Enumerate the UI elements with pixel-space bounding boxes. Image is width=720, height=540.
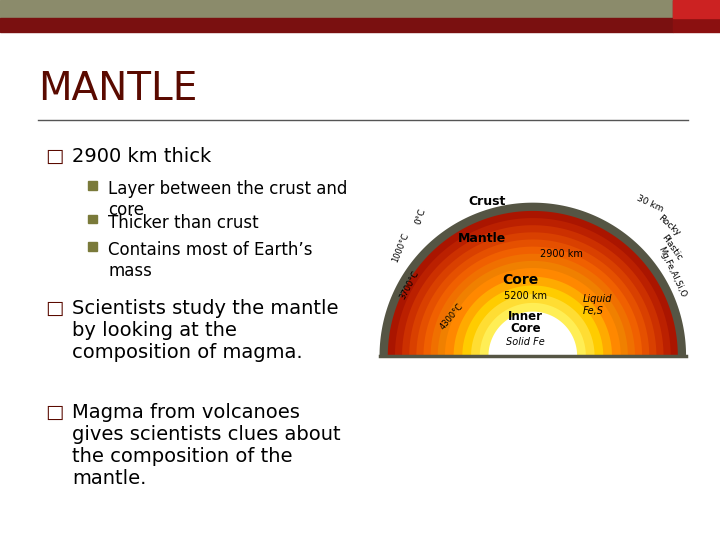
Polygon shape — [379, 202, 686, 356]
Text: Mg,Fe,Al,Si,O: Mg,Fe,Al,Si,O — [656, 245, 688, 299]
Text: 4300°C: 4300°C — [438, 301, 465, 331]
Text: Scientists study the mantle
by looking at the
composition of magma.: Scientists study the mantle by looking a… — [72, 299, 338, 362]
Polygon shape — [454, 276, 612, 356]
Text: Layer between the crust and
core: Layer between the crust and core — [108, 180, 347, 219]
Text: Rocky: Rocky — [656, 213, 682, 238]
Text: Liquid: Liquid — [582, 294, 612, 304]
Text: Core: Core — [503, 273, 539, 287]
Polygon shape — [416, 239, 649, 356]
Text: Plastic: Plastic — [659, 233, 683, 262]
Text: Core: Core — [510, 322, 541, 335]
Text: Solid Fe: Solid Fe — [506, 338, 544, 347]
Polygon shape — [462, 286, 603, 356]
Polygon shape — [471, 294, 595, 356]
Text: Mantle: Mantle — [457, 232, 505, 245]
Polygon shape — [488, 312, 577, 356]
Bar — [88, 181, 97, 190]
Bar — [88, 214, 97, 224]
Text: 0°C: 0°C — [413, 207, 427, 226]
Text: Inner: Inner — [508, 310, 543, 323]
Text: Fe,S: Fe,S — [582, 306, 603, 316]
Text: Thicker than crust: Thicker than crust — [108, 213, 258, 232]
Polygon shape — [388, 211, 678, 356]
Text: Magma from volcanoes
gives scientists clues about
the composition of the
mantle.: Magma from volcanoes gives scientists cl… — [72, 403, 341, 488]
Bar — [88, 242, 97, 251]
Polygon shape — [438, 261, 628, 356]
Text: 1000°C: 1000°C — [390, 231, 410, 264]
Text: 30 km: 30 km — [635, 194, 665, 214]
Text: Crust: Crust — [469, 194, 505, 208]
Bar — [673, 0, 720, 18]
Text: MANTLE: MANTLE — [38, 70, 197, 108]
Text: 2900 km: 2900 km — [540, 249, 583, 259]
Bar — [0, 18, 673, 32]
Text: 3700°C: 3700°C — [398, 269, 421, 301]
Polygon shape — [445, 268, 621, 356]
Text: □: □ — [45, 147, 63, 166]
Bar — [0, 0, 673, 18]
Text: □: □ — [45, 403, 63, 422]
Polygon shape — [431, 254, 635, 356]
Polygon shape — [395, 218, 670, 356]
Bar — [673, 0, 720, 32]
Polygon shape — [480, 303, 586, 356]
Polygon shape — [402, 225, 664, 356]
Text: 5200 km: 5200 km — [504, 291, 546, 301]
Text: 2900 km thick: 2900 km thick — [72, 147, 211, 166]
Polygon shape — [423, 247, 642, 356]
Text: □: □ — [45, 299, 63, 318]
Text: Contains most of Earth’s
mass: Contains most of Earth’s mass — [108, 241, 312, 280]
Polygon shape — [409, 232, 657, 356]
